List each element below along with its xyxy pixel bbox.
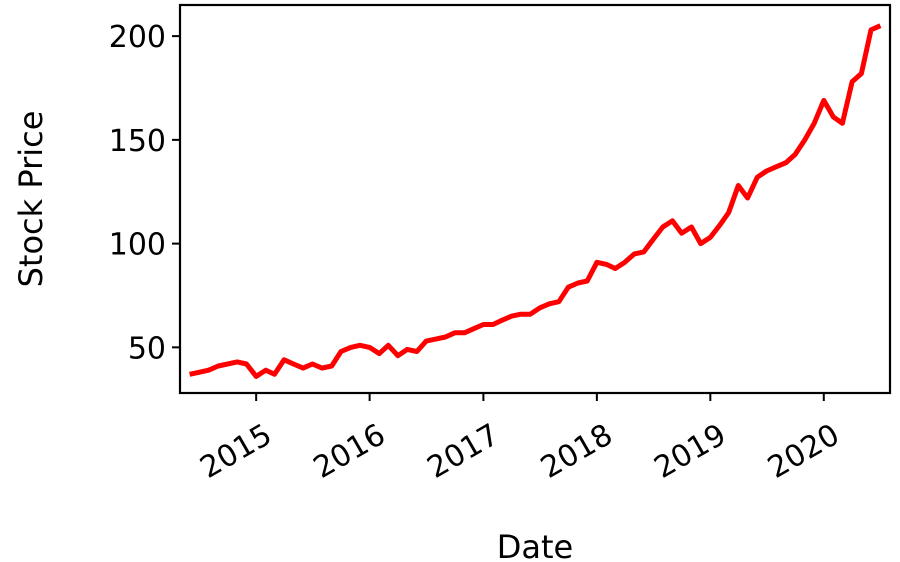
y-tick-label: 150 [109, 124, 166, 159]
y-tick-label: 100 [109, 228, 166, 263]
x-tick-label: 2016 [308, 417, 392, 485]
x-tick-label: 2015 [194, 417, 278, 485]
y-axis: 50 100 150 200 [109, 20, 180, 366]
axes-frame [178, 3, 892, 395]
x-tick-label: 2017 [422, 417, 506, 485]
x-axis: 2015 2016 2017 2018 2019 2020 [194, 393, 846, 486]
x-tick-label: 2020 [762, 417, 846, 485]
x-axis-title: Date [497, 528, 573, 562]
plot-area [189, 23, 882, 379]
y-tick-label: 50 [128, 331, 166, 366]
y-axis-title: Stock Price [12, 111, 50, 288]
x-tick-label: 2018 [535, 417, 619, 485]
series-line-0 [189, 23, 882, 379]
x-tick-label: 2019 [648, 417, 732, 485]
y-tick-label: 200 [109, 20, 166, 55]
